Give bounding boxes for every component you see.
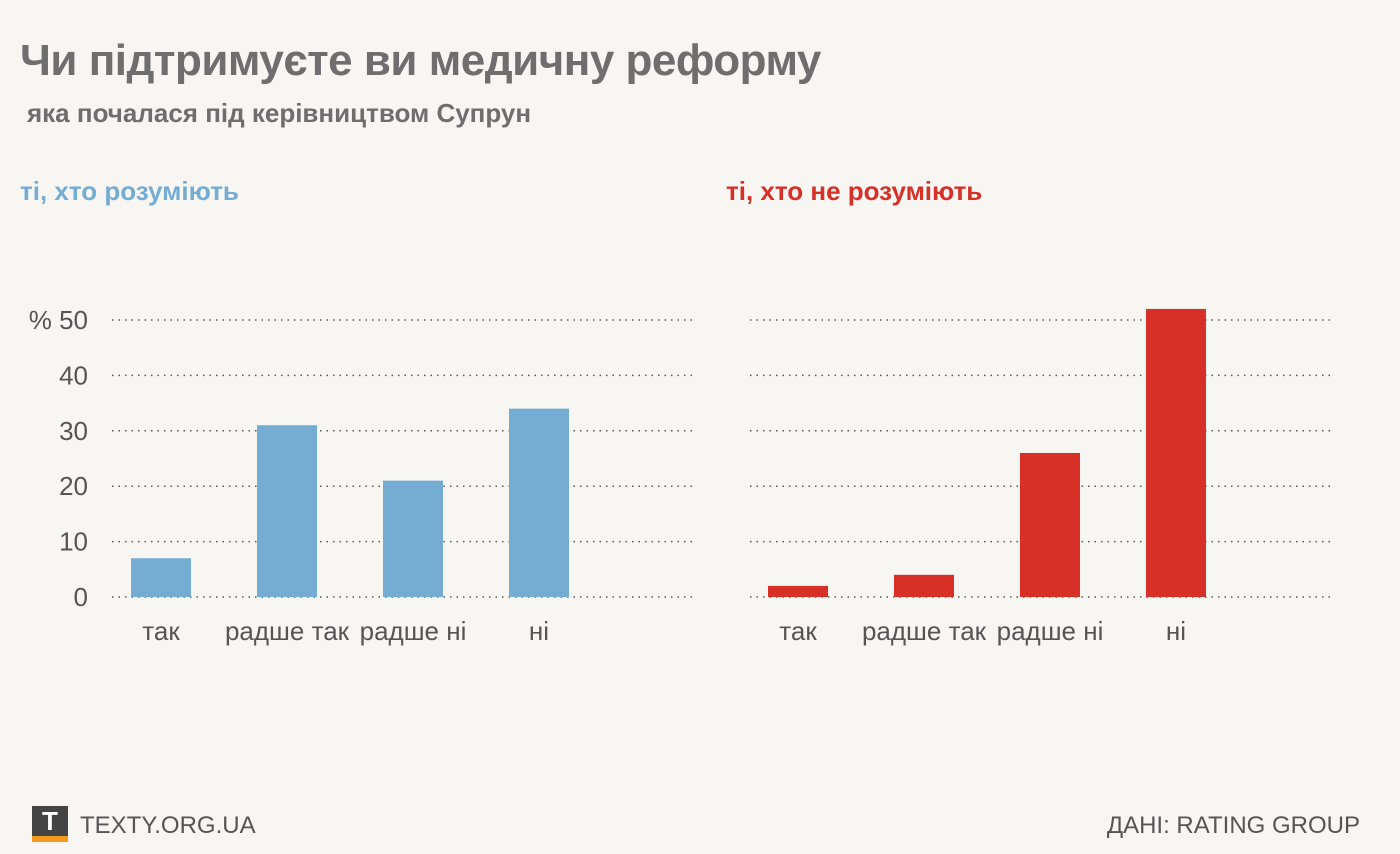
page-title: Чи підтримуєте ви медичну реформу (20, 36, 821, 85)
y-tick-label: 30 (59, 416, 88, 446)
left-bar-1 (257, 425, 317, 597)
left-chart-title: ті, хто розуміють (20, 176, 239, 206)
right-category-label: радше ні (997, 616, 1104, 646)
right-bar-1 (894, 574, 954, 597)
right-category-label: так (779, 616, 817, 646)
left-category-label: так (142, 616, 180, 646)
right-bar-2 (1020, 452, 1080, 597)
right-bar-0 (768, 585, 828, 597)
page-subtitle: яка почалася під керівництвом Супрун (27, 98, 532, 128)
texty-logo-icon: T (32, 806, 68, 836)
right-bar-3 (1146, 308, 1206, 597)
left-category-label: ні (529, 616, 549, 646)
y-tick-label: % 50 (29, 305, 88, 335)
y-tick-label: 0 (74, 582, 88, 612)
left-category-label: радше так (225, 616, 350, 646)
site-name: TEXTY.ORG.UA (80, 812, 256, 839)
data-source: ДАНІ: RATING GROUP (1106, 812, 1360, 839)
y-tick-label: 10 (59, 527, 88, 557)
y-tick-label: 40 (59, 360, 88, 390)
right-category-label: радше так (862, 616, 987, 646)
left-bar-3 (509, 408, 569, 597)
left-bar-0 (131, 558, 191, 597)
left-bar-2 (383, 480, 443, 597)
logo-accent-bar (32, 836, 68, 842)
y-tick-label: 20 (59, 471, 88, 501)
right-chart-title: ті, хто не розуміють (726, 176, 983, 206)
left-category-label: радше ні (360, 616, 467, 646)
right-category-label: ні (1166, 616, 1186, 646)
